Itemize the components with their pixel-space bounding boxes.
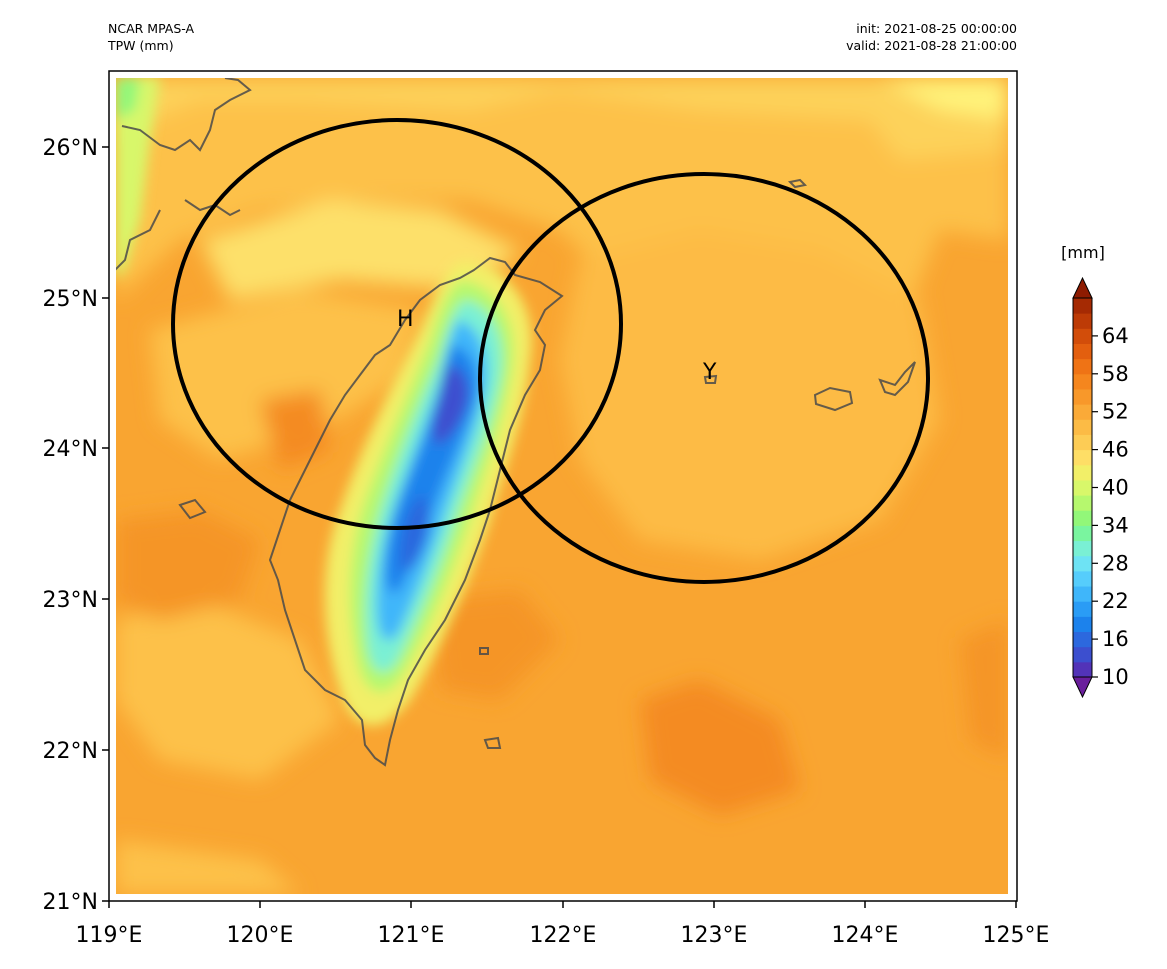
colorbar-tick-label: 10 — [1102, 665, 1129, 689]
x-tick-label: 119°E — [76, 923, 143, 948]
penghu-islands — [178, 498, 207, 520]
x-tick-marks — [108, 901, 1017, 908]
header-right: init: 2021-08-25 00:00:00 valid: 2021-08… — [700, 20, 1017, 54]
colorbar-segment — [1073, 479, 1092, 496]
colorbar-segment — [1073, 419, 1092, 435]
colorbar-tick-label: 52 — [1102, 400, 1129, 424]
colorbar-ticks: 10 16 22 28 34 40 46 52 58 64 — [1092, 324, 1129, 689]
y-tick-label: 24°N — [43, 437, 98, 462]
colorbar-tick-label: 16 — [1102, 627, 1129, 651]
y-tick-labels: 21°N 22°N 23°N 24°N 25°N 26°N — [43, 136, 98, 915]
colorbar-segment — [1073, 449, 1092, 466]
tpw-field — [116, 78, 1008, 894]
circle-y — [478, 172, 930, 584]
x-tick-label: 122°E — [530, 923, 597, 948]
colorbar-segment — [1073, 343, 1092, 360]
colorbar-segment — [1073, 540, 1092, 557]
y-tick-label: 22°N — [43, 739, 98, 764]
x-tick-label: 123°E — [681, 923, 748, 948]
colorbar-segment — [1073, 616, 1092, 633]
colorbar-tick-label: 40 — [1102, 476, 1129, 500]
colorbar-segment — [1073, 404, 1092, 420]
green-island — [479, 647, 489, 655]
coastlines — [116, 78, 916, 767]
colorbar-segment — [1073, 495, 1092, 511]
colorbar-segment — [1073, 388, 1092, 405]
colorbar-segment — [1073, 328, 1092, 344]
y-tick-marks — [102, 146, 109, 902]
colorbar-segment — [1073, 358, 1092, 375]
ishigaki-island — [813, 386, 854, 412]
colorbar-segment — [1073, 601, 1092, 617]
colorbar-segment — [1073, 298, 1092, 314]
china-coastline — [121, 78, 252, 152]
yonaguni-island — [703, 374, 718, 384]
colorbar-segment — [1073, 510, 1092, 526]
header-left: NCAR MPAS-A TPW (mm) — [108, 20, 194, 54]
colorbar-segment — [1073, 646, 1092, 663]
taiwan-coastline — [268, 256, 564, 767]
circle-label-y: Y — [702, 360, 717, 385]
colorbar-tick-label: 34 — [1102, 513, 1129, 537]
china-coastline-south — [116, 209, 161, 271]
y-tick-label: 25°N — [43, 287, 98, 312]
x-tick-label: 121°E — [378, 923, 445, 948]
colorbar-segment — [1073, 434, 1092, 451]
colorbar-segment — [1073, 525, 1092, 542]
colorbar-segment — [1073, 631, 1092, 648]
colorbar-extend-min — [1072, 676, 1093, 699]
init-time: init: 2021-08-25 00:00:00 — [856, 21, 1017, 36]
colorbar — [1072, 276, 1093, 699]
colorbar-tick-label: 46 — [1102, 438, 1129, 462]
colorbar-tick-label: 22 — [1102, 589, 1129, 613]
colorbar-extend-max — [1072, 276, 1093, 299]
circle-label-h: H — [397, 307, 414, 332]
colorbar-segment — [1073, 464, 1092, 481]
colorbar-segment — [1073, 586, 1092, 602]
x-tick-label: 120°E — [227, 923, 294, 948]
miyako-island — [878, 361, 916, 397]
valid-time: valid: 2021-08-28 21:00:00 — [846, 38, 1017, 53]
y-tick-label: 23°N — [43, 588, 98, 613]
colorbar-title: [mm] — [1061, 243, 1105, 262]
y-tick-label: 21°N — [43, 890, 98, 915]
field-name: TPW (mm) — [108, 38, 174, 53]
colorbar-tick-label: 64 — [1102, 324, 1129, 348]
x-tick-labels: 119°E 120°E 121°E 122°E 123°E 124°E 125°… — [76, 923, 1050, 948]
circle-h — [171, 118, 623, 530]
x-tick-label: 125°E — [983, 923, 1050, 948]
colorbar-segment — [1073, 555, 1092, 572]
y-tick-label: 26°N — [43, 136, 98, 161]
senkaku-islands — [787, 178, 808, 189]
colorbar-segment — [1073, 661, 1092, 678]
colorbar-tick-label: 58 — [1102, 362, 1129, 386]
circles — [171, 118, 930, 584]
orchid-island — [483, 736, 502, 749]
x-tick-label: 124°E — [832, 923, 899, 948]
colorbar-segment — [1073, 570, 1092, 587]
colorbar-segment — [1073, 313, 1092, 329]
colorbar-tick-label: 28 — [1102, 551, 1129, 575]
model-name: NCAR MPAS-A — [108, 21, 195, 36]
colorbar-segment — [1073, 373, 1092, 390]
